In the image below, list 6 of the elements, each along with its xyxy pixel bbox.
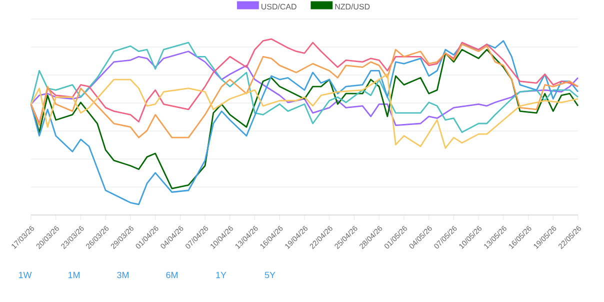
text: 1Y <box>216 272 226 278</box>
text: 6M <box>166 272 178 278</box>
text: 3M <box>117 272 128 278</box>
text: 5Y <box>264 272 276 278</box>
text: 1M <box>68 272 80 278</box>
text: 1W <box>18 272 32 278</box>
